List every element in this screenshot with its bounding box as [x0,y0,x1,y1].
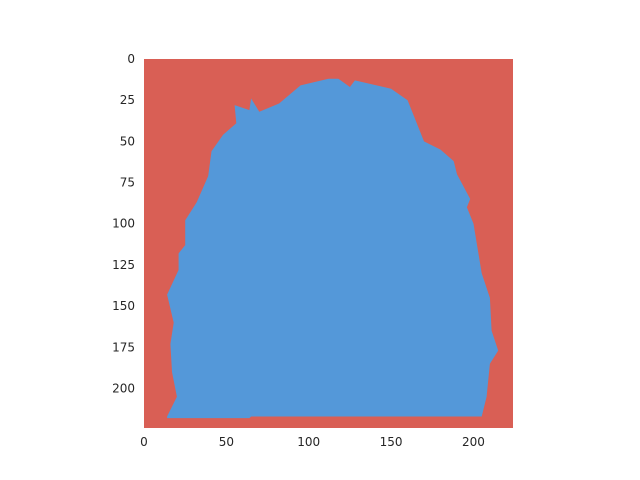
x-tick-label: 50 [219,435,234,449]
y-tick-label: 175 [112,340,135,354]
x-tick-label: 100 [297,435,320,449]
x-tick-label: 0 [140,435,148,449]
y-tick-label: 50 [120,134,135,148]
mask-class-region [167,78,499,419]
y-tick-label: 25 [120,93,135,107]
x-tick-label: 200 [462,435,485,449]
y-tick-label: 200 [112,381,135,395]
y-tick-label: 100 [112,217,135,231]
y-tick-label: 150 [112,299,135,313]
y-tick-label: 75 [120,176,135,190]
y-tick-label: 0 [127,52,135,66]
x-tick-label: 150 [380,435,403,449]
y-tick-label: 125 [112,258,135,272]
plot-area [144,59,513,428]
x-axis: 0 50 100 150 200 [140,435,485,449]
y-axis: 0 25 50 75 100 125 150 175 200 [112,52,135,395]
